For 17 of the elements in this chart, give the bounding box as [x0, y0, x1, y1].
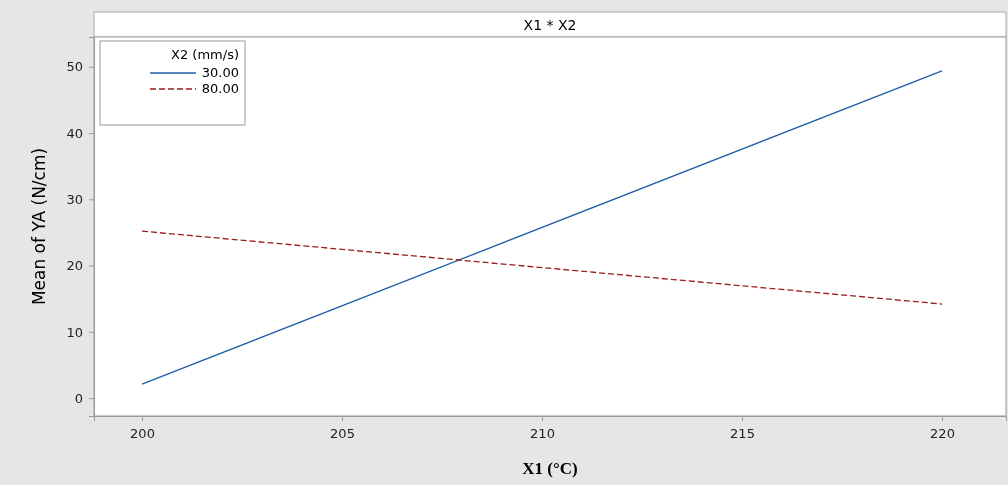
y-axis-title: Mean of YA (N/cm): [29, 147, 49, 306]
legend-label: 30.00: [201, 65, 239, 80]
y-tick-label: 0: [74, 390, 83, 406]
y-tick-label: 30: [66, 191, 83, 207]
y-tick-label: 20: [66, 258, 83, 274]
legend-title: X2 (mm/s): [171, 47, 239, 62]
x-tick-label: 200: [130, 426, 155, 442]
y-tick-label: 50: [66, 59, 83, 75]
x-axis-title: X1 (°C): [522, 459, 578, 478]
x-tick-label: 220: [930, 426, 955, 442]
y-tick-label: 40: [66, 125, 83, 141]
y-tick-label: 10: [66, 324, 83, 340]
x-tick-label: 210: [530, 426, 555, 442]
chart-title: X1 * X2: [523, 16, 577, 33]
legend-label: 80.00: [201, 81, 239, 96]
x-tick-label: 205: [330, 426, 355, 442]
x-tick-label: 215: [730, 426, 755, 442]
